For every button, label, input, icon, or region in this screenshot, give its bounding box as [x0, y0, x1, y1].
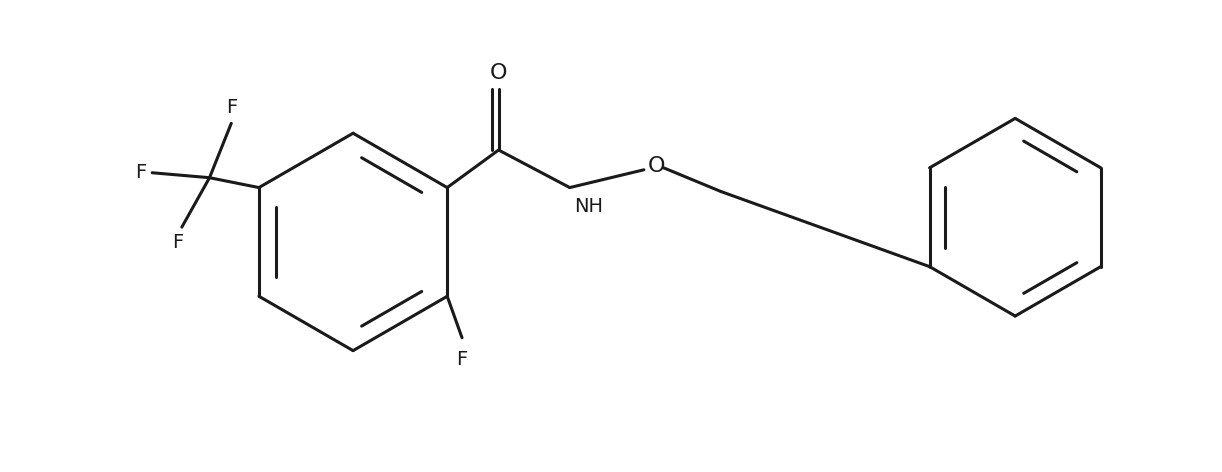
Text: O: O [490, 63, 507, 83]
Text: F: F [456, 350, 468, 369]
Text: F: F [134, 163, 147, 182]
Text: NH: NH [573, 197, 602, 217]
Text: F: F [226, 99, 237, 118]
Text: F: F [172, 233, 183, 252]
Text: O: O [648, 156, 665, 176]
